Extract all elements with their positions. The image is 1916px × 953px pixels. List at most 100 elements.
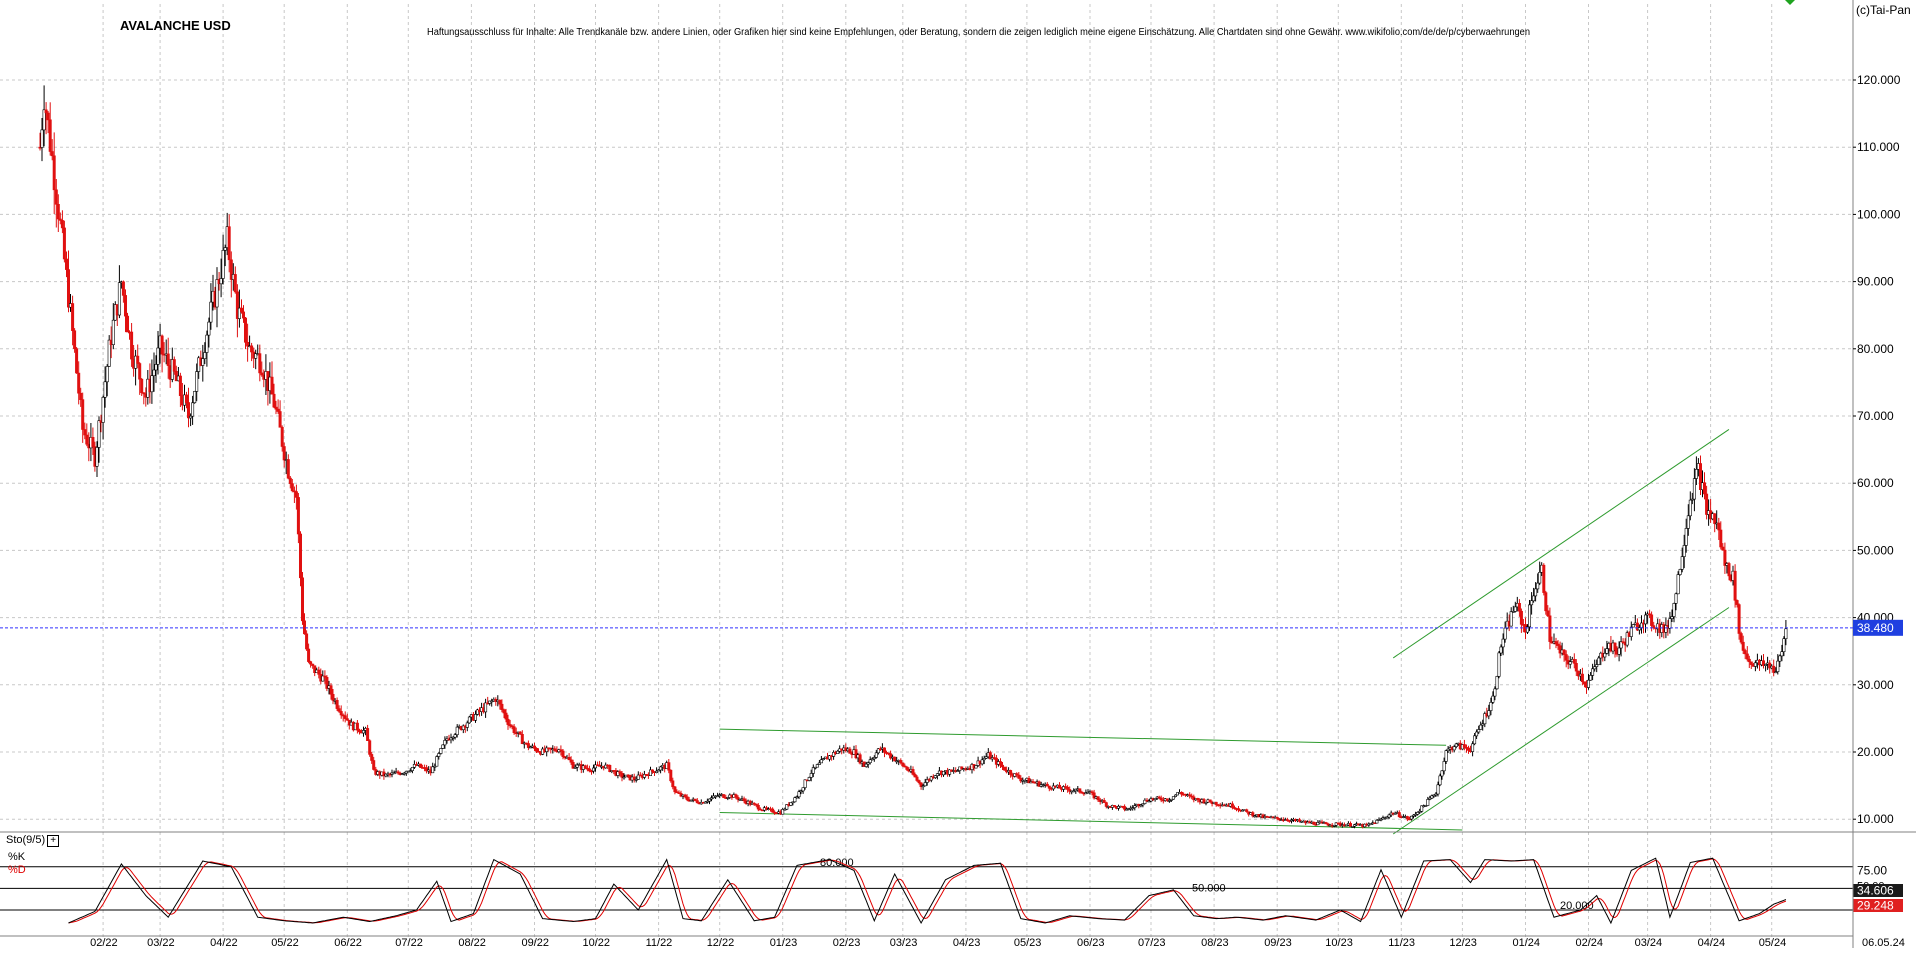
- candle-body: [242, 311, 246, 319]
- candle-body: [634, 778, 638, 781]
- candle-body: [1023, 779, 1027, 782]
- y-tick-label: 10.000: [1857, 812, 1894, 826]
- candle-body: [1542, 564, 1546, 593]
- candle-body: [260, 372, 264, 376]
- candle-body: [1324, 822, 1328, 825]
- candle-body: [81, 399, 85, 430]
- candle-body: [655, 770, 659, 773]
- candle-body: [866, 762, 870, 765]
- candle-body: [1066, 786, 1070, 790]
- candle-body: [1595, 664, 1599, 667]
- candle-body: [65, 258, 69, 270]
- candle-body: [223, 247, 227, 251]
- candle-body: [1420, 805, 1424, 812]
- x-tick-label: 07/22: [395, 937, 423, 948]
- candle-body: [475, 709, 479, 715]
- candle-body: [215, 279, 219, 308]
- candle-body: [1591, 668, 1595, 676]
- candle-body: [276, 408, 280, 412]
- candle-body: [836, 750, 840, 755]
- candle-body: [1068, 789, 1072, 792]
- candle-body: [1477, 729, 1481, 733]
- candle-body: [870, 758, 874, 761]
- d-value-label: 29.248: [1857, 899, 1894, 913]
- candle-body: [1544, 592, 1548, 612]
- candle-body: [1375, 819, 1379, 824]
- candle-body: [648, 769, 652, 777]
- candle-body: [101, 396, 105, 423]
- candle-body: [1444, 750, 1448, 762]
- candle-body: [791, 801, 795, 804]
- candle-body: [300, 577, 304, 622]
- candle-body: [418, 763, 422, 768]
- candle-body: [905, 766, 909, 770]
- candle-body: [598, 764, 602, 767]
- candle-body: [1774, 671, 1778, 674]
- candle-body: [1532, 595, 1536, 602]
- k-legend-label: %K: [8, 851, 26, 863]
- candle-body: [659, 766, 663, 771]
- candle-body: [1196, 797, 1200, 800]
- candle-body: [1617, 647, 1621, 655]
- candle-body: [154, 364, 158, 371]
- candle-body: [1491, 695, 1495, 703]
- candle-body: [1072, 790, 1076, 793]
- candle-body: [461, 725, 465, 731]
- candle-body: [608, 764, 612, 772]
- candle-body: [1652, 625, 1656, 628]
- candle-body: [817, 762, 821, 765]
- candle-body: [1379, 818, 1383, 821]
- candle-body: [864, 763, 868, 767]
- candle-body: [1442, 761, 1446, 772]
- candle-body: [1749, 661, 1753, 665]
- trend-line: [1392, 607, 1730, 835]
- candle-body: [437, 753, 441, 757]
- level-50-label: 50.000: [1192, 882, 1226, 894]
- candle-body: [73, 330, 77, 350]
- candle-body: [671, 780, 675, 788]
- candle-body: [366, 728, 370, 742]
- candle-body: [1487, 710, 1491, 717]
- candle-body: [1253, 815, 1257, 818]
- candle-body: [1153, 797, 1157, 800]
- candle-body: [58, 218, 62, 221]
- candle-body: [274, 406, 278, 410]
- candle-body: [559, 749, 563, 752]
- candle-body: [484, 702, 488, 713]
- trend-lines: [719, 429, 1730, 835]
- candle-body: [1576, 670, 1580, 677]
- copyright-text: (c)Tai-Pan: [1856, 3, 1911, 17]
- candle-body: [1782, 638, 1786, 653]
- indicator-name-box[interactable]: Sto(9/5) +: [6, 834, 60, 847]
- candle-body: [771, 808, 775, 813]
- candle-body: [138, 363, 142, 380]
- candle-body: [1528, 604, 1532, 628]
- candle-body: [1737, 604, 1741, 634]
- candle-body: [368, 740, 372, 755]
- candle-body: [1684, 528, 1688, 546]
- candle-body: [821, 758, 825, 760]
- candle-body: [435, 756, 439, 767]
- expand-plus-icon[interactable]: +: [47, 835, 60, 847]
- candle-body: [858, 754, 862, 764]
- candle-body: [1501, 638, 1505, 648]
- candle-body: [1233, 807, 1237, 809]
- k-value-badge: [1853, 884, 1903, 897]
- chart-title: AVALANCHE USD: [120, 18, 231, 33]
- candle-body: [901, 762, 905, 767]
- candle-body: [583, 765, 587, 769]
- candle-body: [982, 757, 986, 761]
- candle-body: [1694, 468, 1698, 479]
- candle-body: [1298, 819, 1302, 822]
- x-tick-label: 08/22: [458, 937, 486, 948]
- candle-body: [1530, 600, 1534, 606]
- x-tick-label: 05/22: [271, 937, 299, 948]
- candle-body: [935, 773, 939, 777]
- candle-body: [172, 359, 176, 372]
- candle-body: [1438, 775, 1442, 786]
- candle-body: [1090, 791, 1094, 794]
- candle-body: [246, 341, 250, 347]
- x-tick-label: 03/23: [890, 937, 918, 948]
- candle-body: [237, 307, 241, 319]
